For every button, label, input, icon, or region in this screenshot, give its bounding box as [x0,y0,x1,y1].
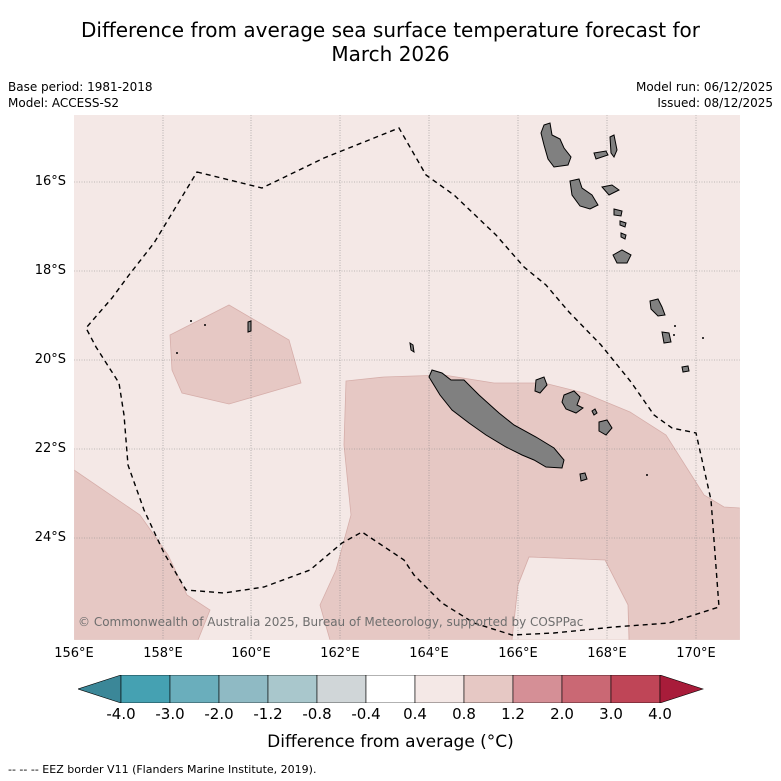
vanuatu-efate-island [612,249,632,264]
warm-anomaly-region-southwest [74,450,211,640]
colorbar-tick-label: 0.8 [452,705,476,723]
vanuatu-epi-island [613,208,623,217]
lon-label-164e: 164°E [409,646,449,661]
title-line-2: March 2026 [331,42,450,66]
belep-island [409,341,415,354]
issued-date: Issued: 08/12/2025 [657,96,773,110]
mare-island [598,419,613,436]
colorbar-segment [365,675,416,703]
vanuatu-espiritu-santo-island [540,122,572,168]
vanuatu-erromango-island [649,298,666,317]
colorbar-tick-label: 1.2 [501,705,525,723]
copyright-notice: © Commonwealth of Australia 2025, Bureau… [78,615,583,629]
lat-label-24s: 24°S [34,530,66,545]
small-islets [176,320,704,476]
lat-label-18s: 18°S [34,263,66,278]
colorbar-segment [561,675,612,703]
colorbar-segment [414,675,465,703]
lon-label-166e: 166°E [498,646,538,661]
chart-title: Difference from average sea surface temp… [0,18,781,66]
colorbar-segment [463,675,514,703]
colorbar-tick-label: -4.0 [106,705,136,723]
colorbar-segment [316,675,367,703]
colorbar-extend-high [659,675,704,703]
lon-label-170e: 170°E [676,646,716,661]
colorbar-segment [120,675,171,703]
colorbar-segment [512,675,563,703]
lat-label-20s: 20°S [34,352,66,367]
colorbar-tick-label: -2.0 [204,705,234,723]
new-caledonia-island [428,369,565,469]
vanuatu-aneityum-island [681,365,690,373]
colorbar-tick-label: -0.8 [302,705,332,723]
colorbar [78,675,704,703]
colorbar-segment [169,675,220,703]
vanuatu-ambae-island [593,150,609,160]
vanuatu-malakula-island [569,178,599,210]
map-panel: © Commonwealth of Australia 2025, Bureau… [74,115,740,640]
lon-label-162e: 162°E [320,646,360,661]
vanuatu-pentecost-island [609,134,618,158]
base-period: Base period: 1981-2018 [8,80,153,94]
vanuatu-ambrym-island [601,184,620,196]
colorbar-tick-label: 4.0 [648,705,672,723]
colorbar-segment [610,675,661,703]
eez-footnote: -- -- -- EEZ border V11 (Flanders Marine… [8,763,317,776]
lon-label-160e: 160°E [231,646,271,661]
lon-label-158e: 158°E [143,646,183,661]
vanuatu-tanna-island [661,331,672,344]
ouvea-island [534,376,548,394]
lon-label-156e: 156°E [54,646,94,661]
colorbar-tick-label: 2.0 [550,705,574,723]
meta-left: Base period: 1981-2018 Model: ACCESS-S2 [8,79,153,111]
colorbar-segment [267,675,318,703]
lifou-island [561,390,584,414]
model-name: Model: ACCESS-S2 [8,96,120,110]
lon-label-168e: 168°E [587,646,627,661]
lat-label-22s: 22°S [34,441,66,456]
land [247,122,690,482]
model-run: Model run: 06/12/2025 [635,80,773,94]
colorbar-tick-label: -1.2 [253,705,283,723]
colorbar-tick-label: -3.0 [155,705,185,723]
lat-label-16s: 16°S [34,174,66,189]
vanuatu-emae-islets [620,232,627,240]
isle-of-pines-island [579,472,588,482]
colorbar-tick-label: 3.0 [599,705,623,723]
title-line-1: Difference from average sea surface temp… [80,18,700,42]
loyalty-islet [591,408,598,416]
warm-anomaly-region-west [169,304,302,405]
colorbar-tick-label: 0.4 [403,705,427,723]
colorbar-segment [218,675,269,703]
chesterfield-islet [247,320,252,333]
meta-right: Model run: 06/12/2025 Issued: 08/12/2025 [636,79,773,111]
eez-border [85,127,720,636]
colorbar-title: Difference from average (°C) [267,732,514,752]
vanuatu-shepherd-islets [619,220,627,228]
colorbar-tick-label: -0.4 [351,705,381,723]
colorbar-extend-low [78,675,122,703]
